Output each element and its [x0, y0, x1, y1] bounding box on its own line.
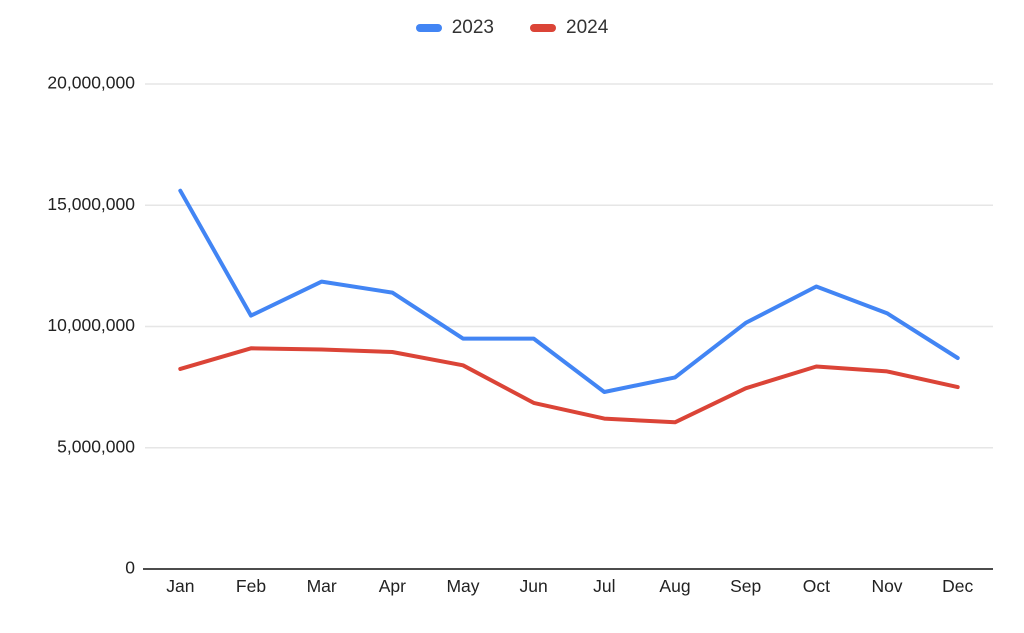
x-tick-label: Aug	[659, 576, 690, 596]
x-tick-label: Jul	[593, 576, 615, 596]
x-tick-label: Apr	[379, 576, 406, 596]
series-line-2024	[178, 346, 960, 425]
y-tick-label: 10,000,000	[47, 315, 135, 335]
y-tick-label: 20,000,000	[47, 73, 135, 93]
y-tick-label: 5,000,000	[57, 436, 135, 456]
legend-label-2023: 2023	[451, 17, 494, 38]
x-tick-label: Nov	[871, 576, 902, 596]
x-tick-label: Jun	[520, 576, 548, 596]
legend-swatch-2023	[415, 24, 442, 32]
x-tick-label: May	[446, 576, 479, 596]
x-tick-label: Oct	[803, 576, 830, 596]
x-tick-label: Dec	[942, 576, 973, 596]
legend-label-2024: 2024	[566, 17, 609, 38]
legend-item-2024: 2024	[530, 17, 608, 39]
x-tick-label: Mar	[307, 576, 337, 596]
chart-legend: 2023 2024	[0, 0, 1024, 56]
series-line-2023	[178, 188, 960, 394]
y-tick-label: 15,000,000	[47, 194, 135, 214]
x-tick-label: Feb	[236, 576, 266, 596]
legend-swatch-2024	[530, 24, 556, 32]
x-tick-label: Jan	[166, 576, 194, 596]
legend-item-2023: 2023	[415, 17, 494, 39]
y-tick-label: 0	[125, 558, 135, 578]
x-tick-label: Sep	[730, 576, 761, 596]
